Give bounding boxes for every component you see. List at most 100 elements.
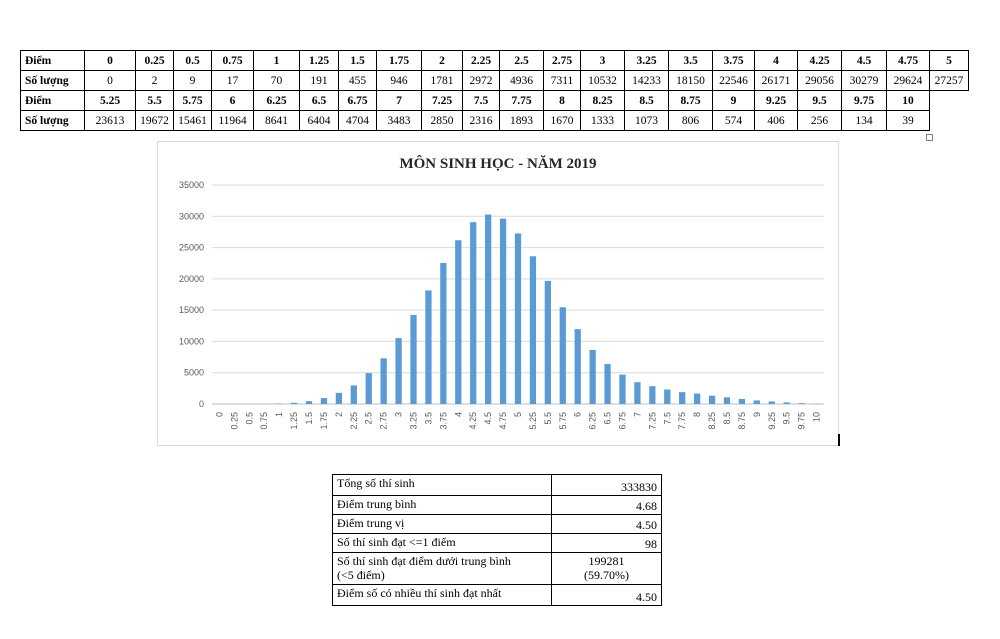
stat-label: Số thí sinh đạt <=1 điểm <box>332 533 552 553</box>
bar <box>380 358 387 404</box>
bar <box>395 338 402 404</box>
count-cell: 14233 <box>624 70 669 91</box>
count-cell: 4704 <box>338 110 377 131</box>
stat-label-line1: Số thí sinh đạt điểm dưới trung bình <box>337 554 511 568</box>
x-tick-label: 8.25 <box>707 412 717 430</box>
stat-value: 199281 (59.70%) <box>551 552 662 585</box>
score-cell: 0.5 <box>173 50 212 71</box>
count-cell: 3483 <box>376 110 422 131</box>
count-cell: 9 <box>173 70 212 91</box>
bar <box>664 389 671 404</box>
score-cell: 5.5 <box>135 90 174 111</box>
score-cell: 9 <box>712 90 755 111</box>
x-tick-label: 4.5 <box>483 412 493 425</box>
count-cell: 7311 <box>543 70 581 91</box>
score-header-row: Điểm 0 0.25 0.5 0.75 1 1.25 1.5 1.75 2 2.25 2.5 2.75… <box>20 50 969 71</box>
x-tick-label: 5 <box>513 412 523 417</box>
score-cell: 8 <box>543 90 581 111</box>
score-cell: 6.25 <box>253 90 300 111</box>
stat-label: Điểm số có nhiều thí sinh đạt nhất <box>332 584 552 606</box>
x-tick-label: 3.5 <box>423 412 433 425</box>
stat-value-line1: 199281 <box>588 554 625 568</box>
count-cell: 806 <box>668 110 713 131</box>
bar <box>559 307 566 404</box>
stat-row: Số thí sinh đạt <=1 điểm 98 <box>332 533 662 553</box>
count-cell: 26171 <box>754 70 798 91</box>
count-cell: 23613 <box>84 110 136 131</box>
x-tick-label: 2.25 <box>349 412 359 430</box>
x-tick-label: 9.75 <box>797 412 807 430</box>
bar <box>485 214 492 404</box>
bar <box>604 363 611 404</box>
bar <box>335 392 343 404</box>
x-tick-label: 2.5 <box>364 412 374 425</box>
score-cell: 7 <box>376 90 422 111</box>
score-cell: 0.25 <box>135 50 174 71</box>
score-cell: 8.75 <box>668 90 713 111</box>
score-cell: 2.75 <box>543 50 581 71</box>
score-cell: 4.5 <box>841 50 887 71</box>
row-label: Số lượng <box>20 110 85 131</box>
bar <box>768 401 775 404</box>
bar <box>305 401 313 404</box>
chart-area: 0 5000 10000 15000 20000 25000 30000 35000 0 0.25… <box>157 141 839 446</box>
bar <box>574 329 581 404</box>
score-cell: 7.5 <box>462 90 500 111</box>
x-tick-label: 10 <box>812 412 822 422</box>
bar <box>708 395 716 404</box>
count-row: Số lượng 0 2 9 17 70 191 455 946 1781 2972 4936 7311… <box>20 70 969 91</box>
score-cell: 10 <box>886 90 930 111</box>
count-cell: 2 <box>135 70 174 91</box>
resize-handle <box>926 134 933 141</box>
score-cell: 4.75 <box>886 50 930 71</box>
score-cell: 3 <box>580 50 625 71</box>
x-tick-label: 4.25 <box>468 412 478 430</box>
stat-value-line2: (59.70%) <box>584 568 629 582</box>
count-cell: 8641 <box>253 110 300 131</box>
count-cell: 70 <box>253 70 300 91</box>
score-cell: 5.25 <box>84 90 136 111</box>
x-tick-label: 1.25 <box>289 412 299 430</box>
x-tick-label: 4.75 <box>498 412 508 430</box>
score-cell: 3.25 <box>624 50 669 71</box>
count-cell: 4936 <box>499 70 544 91</box>
count-cell: 455 <box>338 70 377 91</box>
stat-row: Điểm trung vị 4.50 <box>332 514 662 534</box>
stat-row: Điểm số có nhiều thí sinh đạt nhất 4.50 <box>332 584 662 606</box>
bar <box>589 349 596 404</box>
score-cell: 9.5 <box>797 90 842 111</box>
stat-label: Số thí sinh đạt điểm dưới trung bình (<5 … <box>332 552 552 585</box>
y-tick-label: 10000 <box>179 336 204 346</box>
count-cell: 30279 <box>841 70 887 91</box>
score-cell: 9.25 <box>754 90 798 111</box>
score-frequency-table: Điểm 0 0.25 0.5 0.75 1 1.25 1.5 1.75 2 2.25 2.5 2.75… <box>20 50 969 131</box>
summary-stats-table: Tổng số thí sinh 333830 Điểm trung bình … <box>332 474 662 606</box>
row-label: Điểm <box>20 50 85 71</box>
count-cell: 6404 <box>299 110 339 131</box>
score-cell: 8.25 <box>580 90 625 111</box>
count-cell: 1333 <box>580 110 625 131</box>
bar <box>634 382 641 404</box>
count-cell: 17 <box>211 70 254 91</box>
bar <box>529 256 537 404</box>
bar <box>290 402 298 404</box>
x-tick-label: 4 <box>453 412 463 417</box>
score-cell: 7.25 <box>421 90 463 111</box>
x-tick-label: 8.5 <box>722 412 732 425</box>
bar <box>679 392 686 404</box>
stat-value: 333830 <box>551 474 662 496</box>
count-cell: 29056 <box>797 70 842 91</box>
x-tick-label: 5.25 <box>528 412 538 430</box>
count-cell: 2972 <box>462 70 500 91</box>
x-tick-label: 6 <box>573 412 583 417</box>
score-cell: 5 <box>929 50 969 71</box>
score-cell: 6 <box>211 90 254 111</box>
bar <box>738 398 746 404</box>
count-cell: 15461 <box>173 110 212 131</box>
bar <box>619 374 626 404</box>
bar <box>320 398 328 404</box>
count-cell: 0 <box>84 70 136 91</box>
bar <box>410 314 417 404</box>
score-cell: 5.75 <box>173 90 212 111</box>
x-tick-label: 7.5 <box>662 412 672 425</box>
